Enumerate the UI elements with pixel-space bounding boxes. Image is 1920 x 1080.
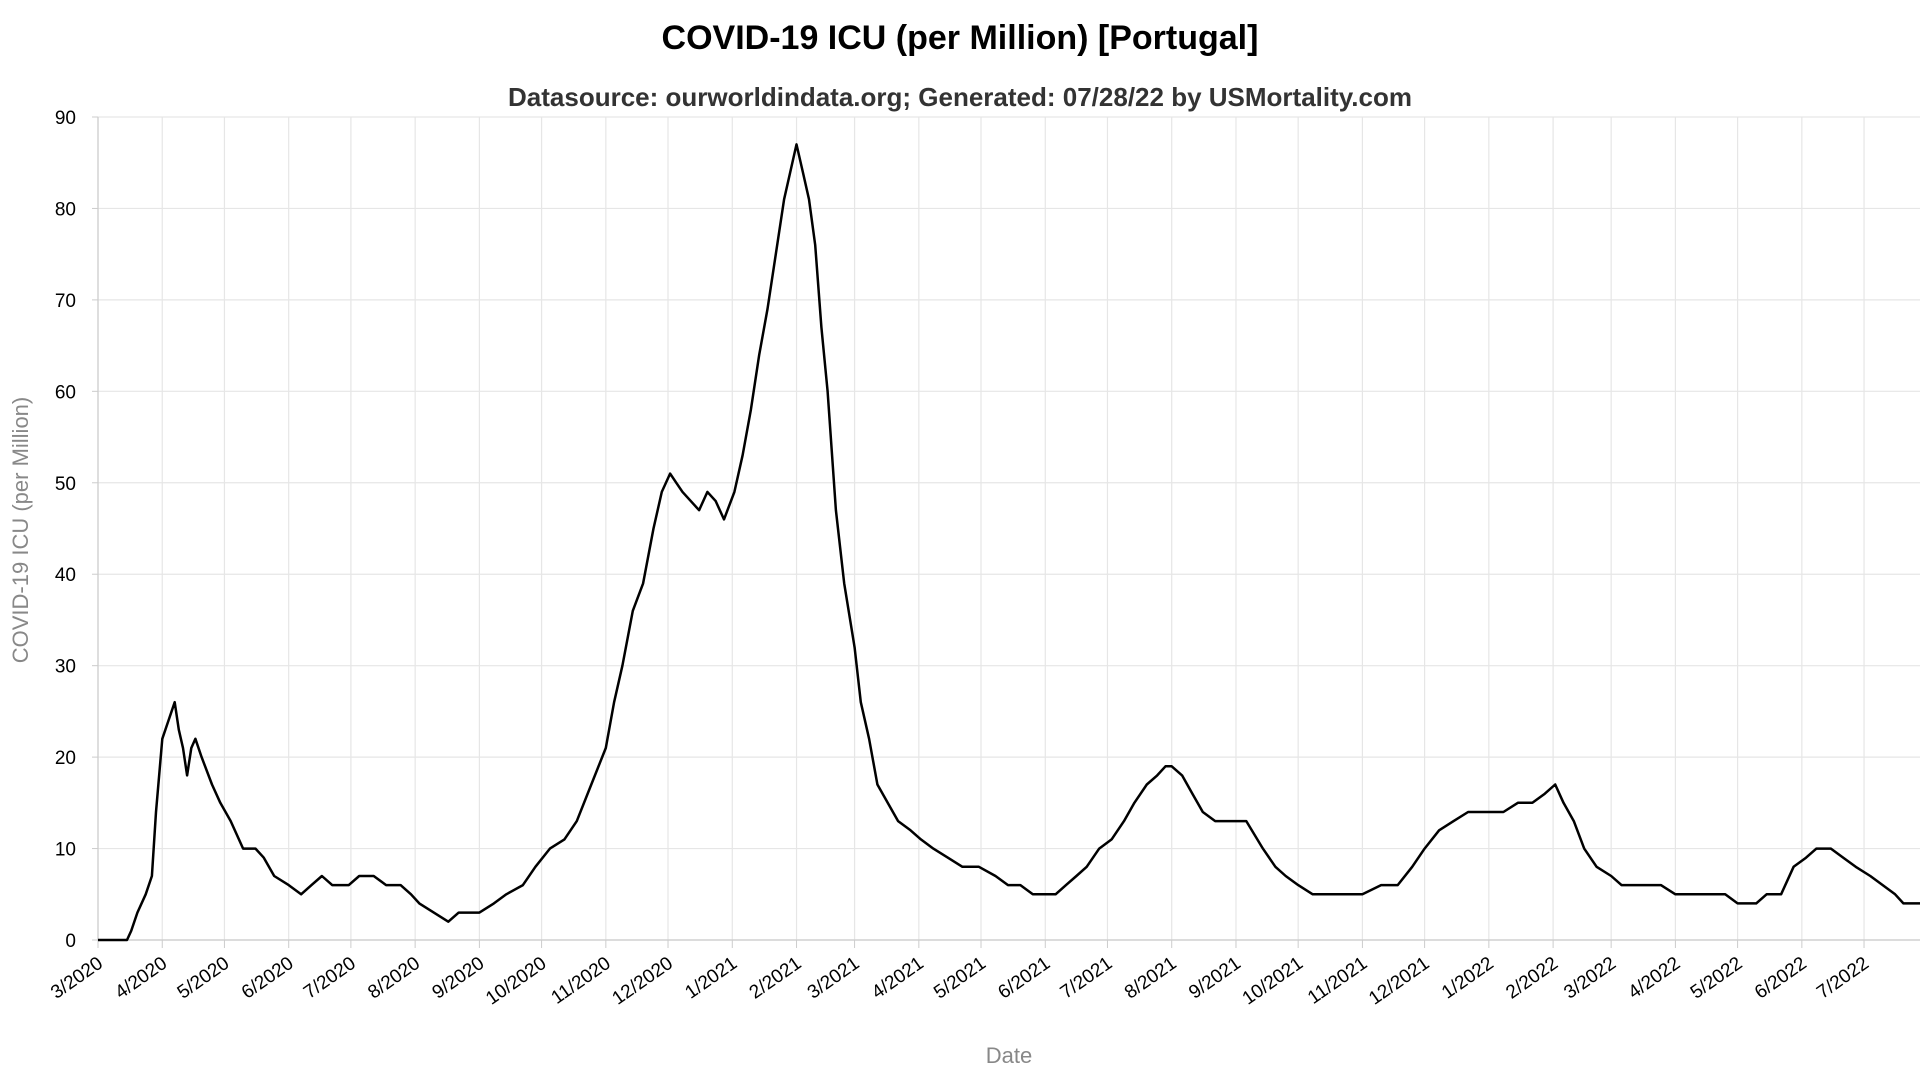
x-tick-label: 5/2021 (930, 953, 990, 1004)
x-tick-label: 12/2020 (609, 953, 677, 1010)
series-line (98, 143, 1920, 942)
y-tick-label: 10 (55, 840, 76, 861)
y-axis-label: COVID-19 ICU (per Million) (8, 397, 33, 664)
x-tick-label: 4/2021 (868, 953, 928, 1004)
x-tick-label: 4/2020 (111, 953, 171, 1004)
x-tick-label: 7/2022 (1813, 953, 1873, 1004)
x-tick-label: 6/2022 (1751, 953, 1811, 1004)
y-tick-label: 60 (55, 382, 76, 403)
chart-subtitle: Datasource: ourworldindata.org; Generate… (508, 82, 1412, 112)
x-tick-label: 5/2022 (1687, 953, 1747, 1004)
x-tick-label: 1/2022 (1438, 953, 1498, 1004)
x-tick-label: 5/2020 (174, 953, 234, 1004)
x-tick-label: 4/2022 (1625, 953, 1685, 1004)
y-tick-label: 0 (65, 931, 76, 952)
y-tick-label: 70 (55, 291, 76, 312)
x-tick-label: 10/2020 (482, 953, 550, 1010)
x-tick-label: 1/2021 (681, 953, 741, 1004)
x-tick-label: 3/2020 (47, 953, 107, 1004)
x-tick-label: 9/2021 (1185, 953, 1245, 1004)
x-tick-label: 7/2021 (1057, 953, 1117, 1004)
x-tick-label: 9/2020 (429, 953, 489, 1004)
x-tick-label: 2/2021 (746, 953, 806, 1004)
y-tick-label: 30 (55, 657, 76, 678)
x-tick-label: 8/2021 (1121, 953, 1181, 1004)
x-tick-label: 3/2022 (1560, 953, 1620, 1004)
x-tick-label: 10/2021 (1239, 953, 1307, 1010)
y-tick-label: 20 (55, 748, 76, 769)
x-tick-label: 11/2021 (1304, 953, 1371, 1009)
y-tick-label: 80 (55, 199, 76, 220)
x-axis-label: Date (986, 1043, 1032, 1068)
y-tick-label: 40 (55, 565, 76, 586)
x-tick-label: 2/2022 (1502, 953, 1562, 1004)
y-tick-label: 50 (55, 474, 76, 495)
x-tick-label: 3/2021 (804, 953, 864, 1004)
x-tick-label: 6/2021 (994, 953, 1054, 1004)
y-tick-label: 90 (55, 108, 76, 129)
x-tick-label: 7/2020 (300, 953, 360, 1004)
grid (97, 116, 1920, 941)
axes (92, 116, 1920, 948)
chart-title: COVID-19 ICU (per Million) [Portugal] (662, 19, 1259, 57)
x-tick-label: 12/2021 (1365, 953, 1433, 1010)
x-tick-label: 8/2020 (364, 953, 424, 1004)
x-tick-label: 6/2020 (238, 953, 298, 1004)
x-tick-label: 11/2020 (548, 953, 615, 1009)
